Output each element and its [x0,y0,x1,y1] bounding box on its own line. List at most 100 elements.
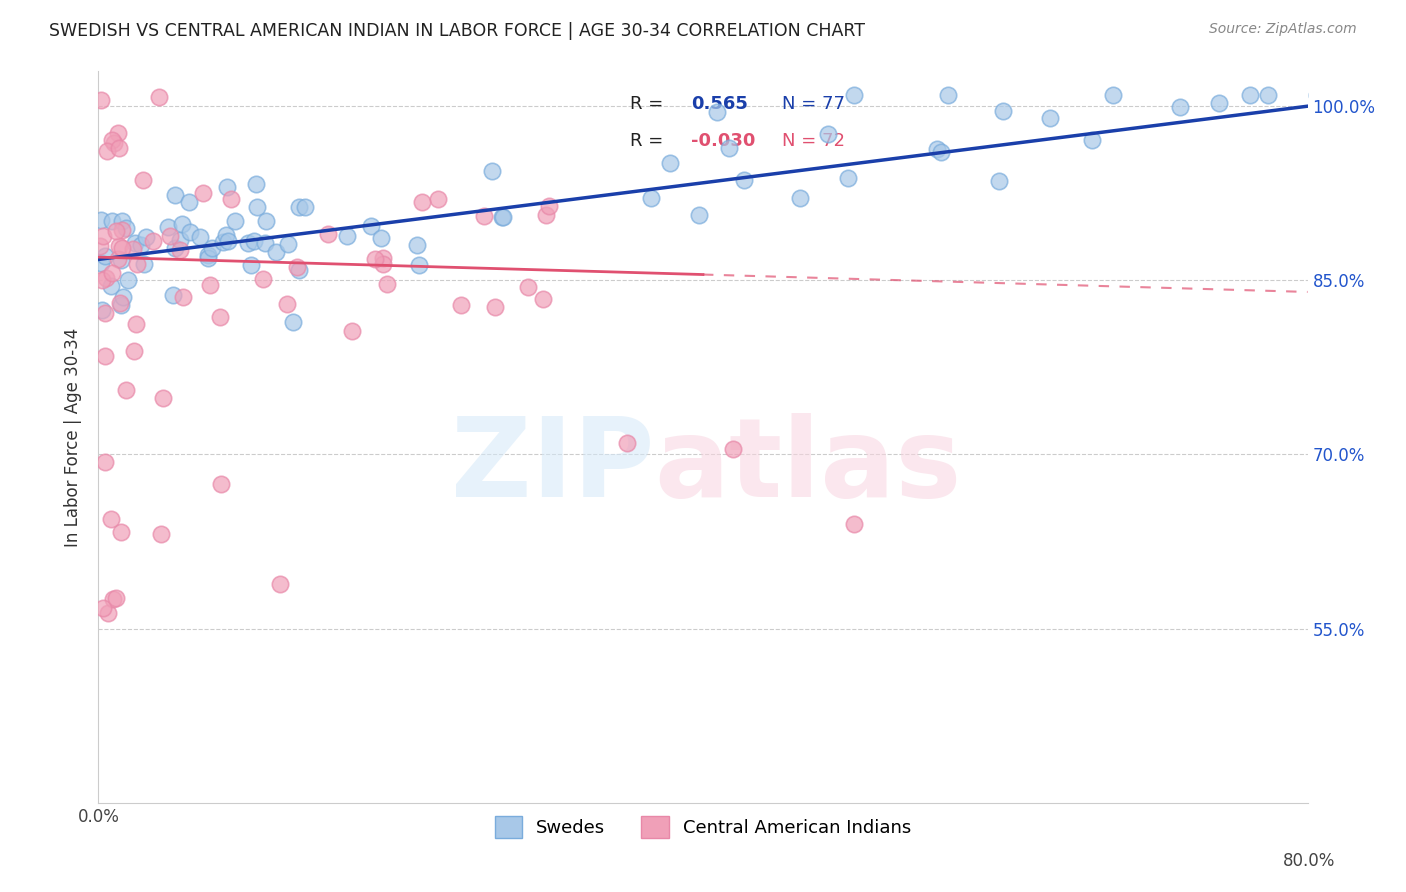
Point [1257,87,1279,102]
Point [105,224,128,238]
Point [93,229,115,244]
Text: SWEDISH VS CENTRAL AMERICAN INDIAN IN LABOR FORCE | AGE 30-34 CORRELATION CHART: SWEDISH VS CENTRAL AMERICAN INDIAN IN LA… [49,22,865,40]
Point [375,277,398,292]
Point [294,201,316,215]
Point [243,234,266,248]
Point [197,252,219,266]
Point [718,141,741,155]
Point [484,301,506,315]
Point [1039,111,1062,125]
Point [94,455,117,469]
Point [125,318,148,332]
Point [188,229,211,244]
Point [215,228,238,243]
Point [481,164,503,178]
Point [101,213,124,227]
Text: ZIP: ZIP [451,413,655,520]
Point [224,214,246,228]
Point [198,277,221,292]
Point [1239,87,1261,102]
Point [111,290,134,304]
Point [1081,132,1104,146]
Point [117,273,139,287]
Point [90,303,112,318]
Point [90,93,112,107]
Point [89,239,111,253]
Point [842,87,865,102]
Point [1102,87,1125,102]
Point [371,257,394,271]
Point [125,257,148,271]
Point [157,220,180,235]
Point [534,208,557,222]
Point [936,87,959,102]
Point [162,287,184,301]
Point [491,210,513,224]
Point [1208,96,1230,111]
Point [531,293,554,307]
Point [987,174,1010,188]
Point [252,271,274,285]
Point [450,298,472,312]
Point [640,191,662,205]
Point [370,231,392,245]
Point [101,133,124,147]
Point [246,200,269,214]
Point [122,242,145,256]
Point [211,235,233,250]
Point [90,273,112,287]
Point [688,208,710,222]
Point [264,244,287,259]
Point [219,193,242,207]
Point [817,127,839,141]
Point [1168,100,1191,114]
Text: N = 72: N = 72 [782,132,845,150]
Text: 80.0%: 80.0% [1284,852,1336,870]
Point [110,252,132,267]
Point [163,188,186,202]
Point [217,234,239,248]
Point [288,200,311,214]
Point [105,591,128,605]
Point [336,228,359,243]
Text: atlas: atlas [655,413,962,520]
Point [209,477,232,491]
Point [108,239,131,253]
Point [172,290,194,304]
Point [240,258,263,272]
Point [844,517,866,532]
Point [411,195,433,210]
Point [789,191,811,205]
Point [131,172,153,186]
Point [1306,87,1329,102]
Point [103,592,125,607]
Legend: Swedes, Central American Indians: Swedes, Central American Indians [488,808,918,845]
Point [360,219,382,234]
Point [364,252,387,266]
Point [115,383,138,397]
Point [122,344,145,359]
Point [111,214,134,228]
Point [837,170,859,185]
Point [277,237,299,252]
Point [141,234,163,248]
Point [925,142,948,156]
Point [131,238,153,252]
Y-axis label: In Labor Force | Age 30-34: In Labor Force | Age 30-34 [65,327,83,547]
Point [96,270,118,285]
Point [538,199,561,213]
Point [215,180,238,194]
Point [733,173,755,187]
Text: N = 77: N = 77 [782,95,845,113]
Point [177,195,200,210]
Point [134,257,156,271]
Point [929,145,952,160]
Point [108,295,131,310]
Point [159,228,181,243]
Text: -0.030: -0.030 [690,132,755,150]
Text: Source: ZipAtlas.com: Source: ZipAtlas.com [1209,22,1357,37]
Point [197,248,219,262]
Point [107,141,129,155]
Point [110,298,132,312]
Point [135,230,157,244]
